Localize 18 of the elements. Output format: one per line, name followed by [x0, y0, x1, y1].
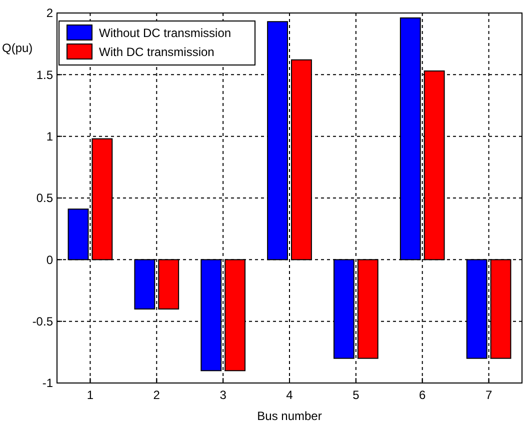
y-tick-label: 1: [46, 130, 54, 144]
y-tick-label: -0.5: [32, 314, 54, 329]
y-tick-label: 2: [46, 6, 54, 20]
y-tick-label: 1.5: [36, 68, 54, 82]
y-axis-title: Q(pu): [2, 41, 33, 55]
x-tick-label: 3: [220, 388, 227, 402]
x-tick-label: 5: [352, 388, 360, 402]
legend-label: With DC transmission: [99, 45, 214, 60]
x-axis-title: Bus number: [257, 409, 322, 423]
legend-label: Without DC transmission: [99, 26, 232, 40]
x-tick-label: 7: [485, 388, 492, 402]
y-tick-label: 0: [46, 252, 54, 267]
y-tick-label: -1: [42, 376, 54, 390]
x-tick-label: 6: [419, 388, 426, 402]
x-tick-label: 1: [86, 388, 94, 402]
y-tick-label: 0.5: [36, 191, 54, 206]
x-tick-label: 4: [286, 388, 294, 402]
x-tick-label: 2: [153, 388, 160, 402]
